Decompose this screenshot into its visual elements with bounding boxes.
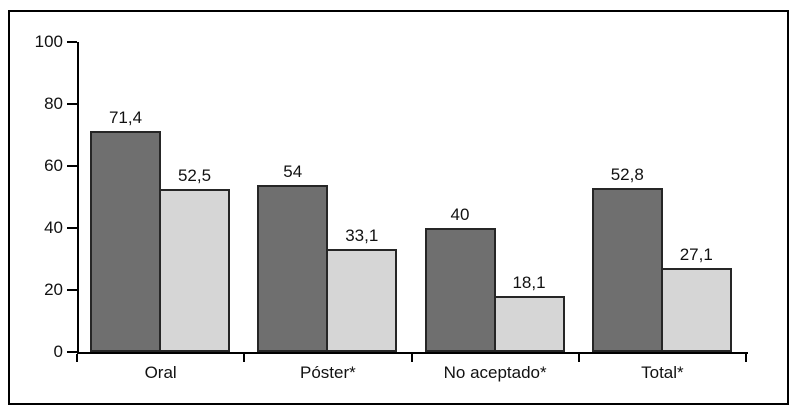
x-axis-line	[77, 352, 748, 354]
x-tick-mark	[76, 354, 78, 362]
y-tick-label: 0	[53, 342, 63, 361]
y-tick-mark	[67, 103, 77, 105]
bar-light-gray-series-2	[326, 249, 398, 352]
bar-dark-gray-series-4	[591, 188, 663, 352]
bar-dark-gray-series-1	[90, 130, 161, 352]
y-tick-mark	[67, 289, 77, 291]
bar-value-label: 18,1	[512, 272, 546, 292]
bar-value-label: 71,4	[108, 107, 143, 127]
bar-light-gray-series-1	[159, 189, 230, 352]
y-tick-label: 60	[44, 156, 63, 175]
x-tick-mark	[745, 354, 747, 362]
bar-light-gray-series-4	[660, 267, 732, 352]
y-tick-label: 80	[44, 94, 63, 113]
y-tick-label: 20	[44, 280, 63, 299]
x-tick-mark	[243, 354, 246, 362]
bar-value-label: 52,8	[610, 165, 644, 185]
x-tick-mark	[577, 354, 580, 362]
bar-light-gray-series-3	[493, 295, 565, 352]
bar-value-label: 27,1	[679, 244, 713, 264]
y-tick-mark	[67, 351, 77, 353]
x-tick-mark	[410, 354, 413, 362]
bar-value-label: 40	[450, 205, 470, 224]
y-tick-mark	[67, 227, 77, 229]
x-category-label: Póster*	[300, 363, 356, 382]
bar-value-label: 33,1	[345, 226, 379, 246]
y-axis-line	[77, 42, 79, 354]
y-tick-mark	[67, 41, 77, 43]
bar-dark-gray-series-2	[257, 184, 329, 352]
x-category-label: No aceptado*	[443, 363, 547, 382]
x-category-label: Oral	[144, 363, 177, 382]
bar-value-label: 52,5	[177, 166, 212, 186]
y-tick-label: 40	[44, 218, 63, 237]
y-tick-label: 100	[34, 32, 63, 51]
y-tick-mark	[67, 165, 77, 167]
bar-dark-gray-series-3	[424, 228, 496, 352]
bar-value-label: 54	[283, 161, 303, 181]
x-category-label: Total*	[641, 363, 684, 382]
